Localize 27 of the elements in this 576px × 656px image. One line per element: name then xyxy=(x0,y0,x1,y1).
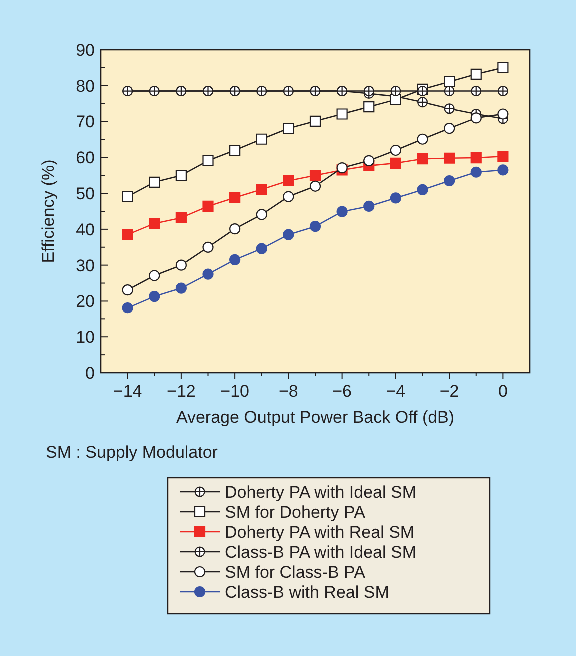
x-tick-label: −2 xyxy=(440,382,460,401)
y-tick-label: 60 xyxy=(76,148,95,168)
y-tick-label: 50 xyxy=(76,184,95,204)
x-tick-label: −6 xyxy=(332,382,352,401)
y-tick-label: 40 xyxy=(76,220,95,240)
legend-label: SM for Doherty PA xyxy=(225,502,366,522)
text: SM : Supply Modulator xyxy=(46,443,218,462)
y-tick-label: 10 xyxy=(76,328,95,348)
y-tick-label: 30 xyxy=(76,256,95,276)
x-tick-label: −8 xyxy=(278,382,298,401)
legend-label: Class-B with Real SM xyxy=(225,582,390,602)
x-tick-label: −10 xyxy=(220,382,250,401)
y-tick-label: 20 xyxy=(76,292,95,312)
y-axis-title: Efficiency (%) xyxy=(39,160,58,264)
legend-label: Doherty PA with Ideal SM xyxy=(225,482,416,502)
x-tick-label: −14 xyxy=(113,382,142,401)
legend-label: SM for Class-B PA xyxy=(225,562,366,582)
y-tick-label: 90 xyxy=(76,40,95,60)
x-tick-label: −4 xyxy=(386,382,406,401)
y-tick-label: 0 xyxy=(86,364,95,383)
y-tick-label: 70 xyxy=(76,112,95,132)
legend-label: Doherty PA with Real SM xyxy=(225,522,415,542)
x-tick-label: −12 xyxy=(167,382,196,401)
legend-label: Class-B PA with Ideal SM xyxy=(225,542,416,562)
x-axis-title: Average Output Power Back Off (dB) xyxy=(176,408,455,427)
x-tick-label: 0 xyxy=(498,382,508,401)
y-tick-label: 80 xyxy=(76,76,95,96)
